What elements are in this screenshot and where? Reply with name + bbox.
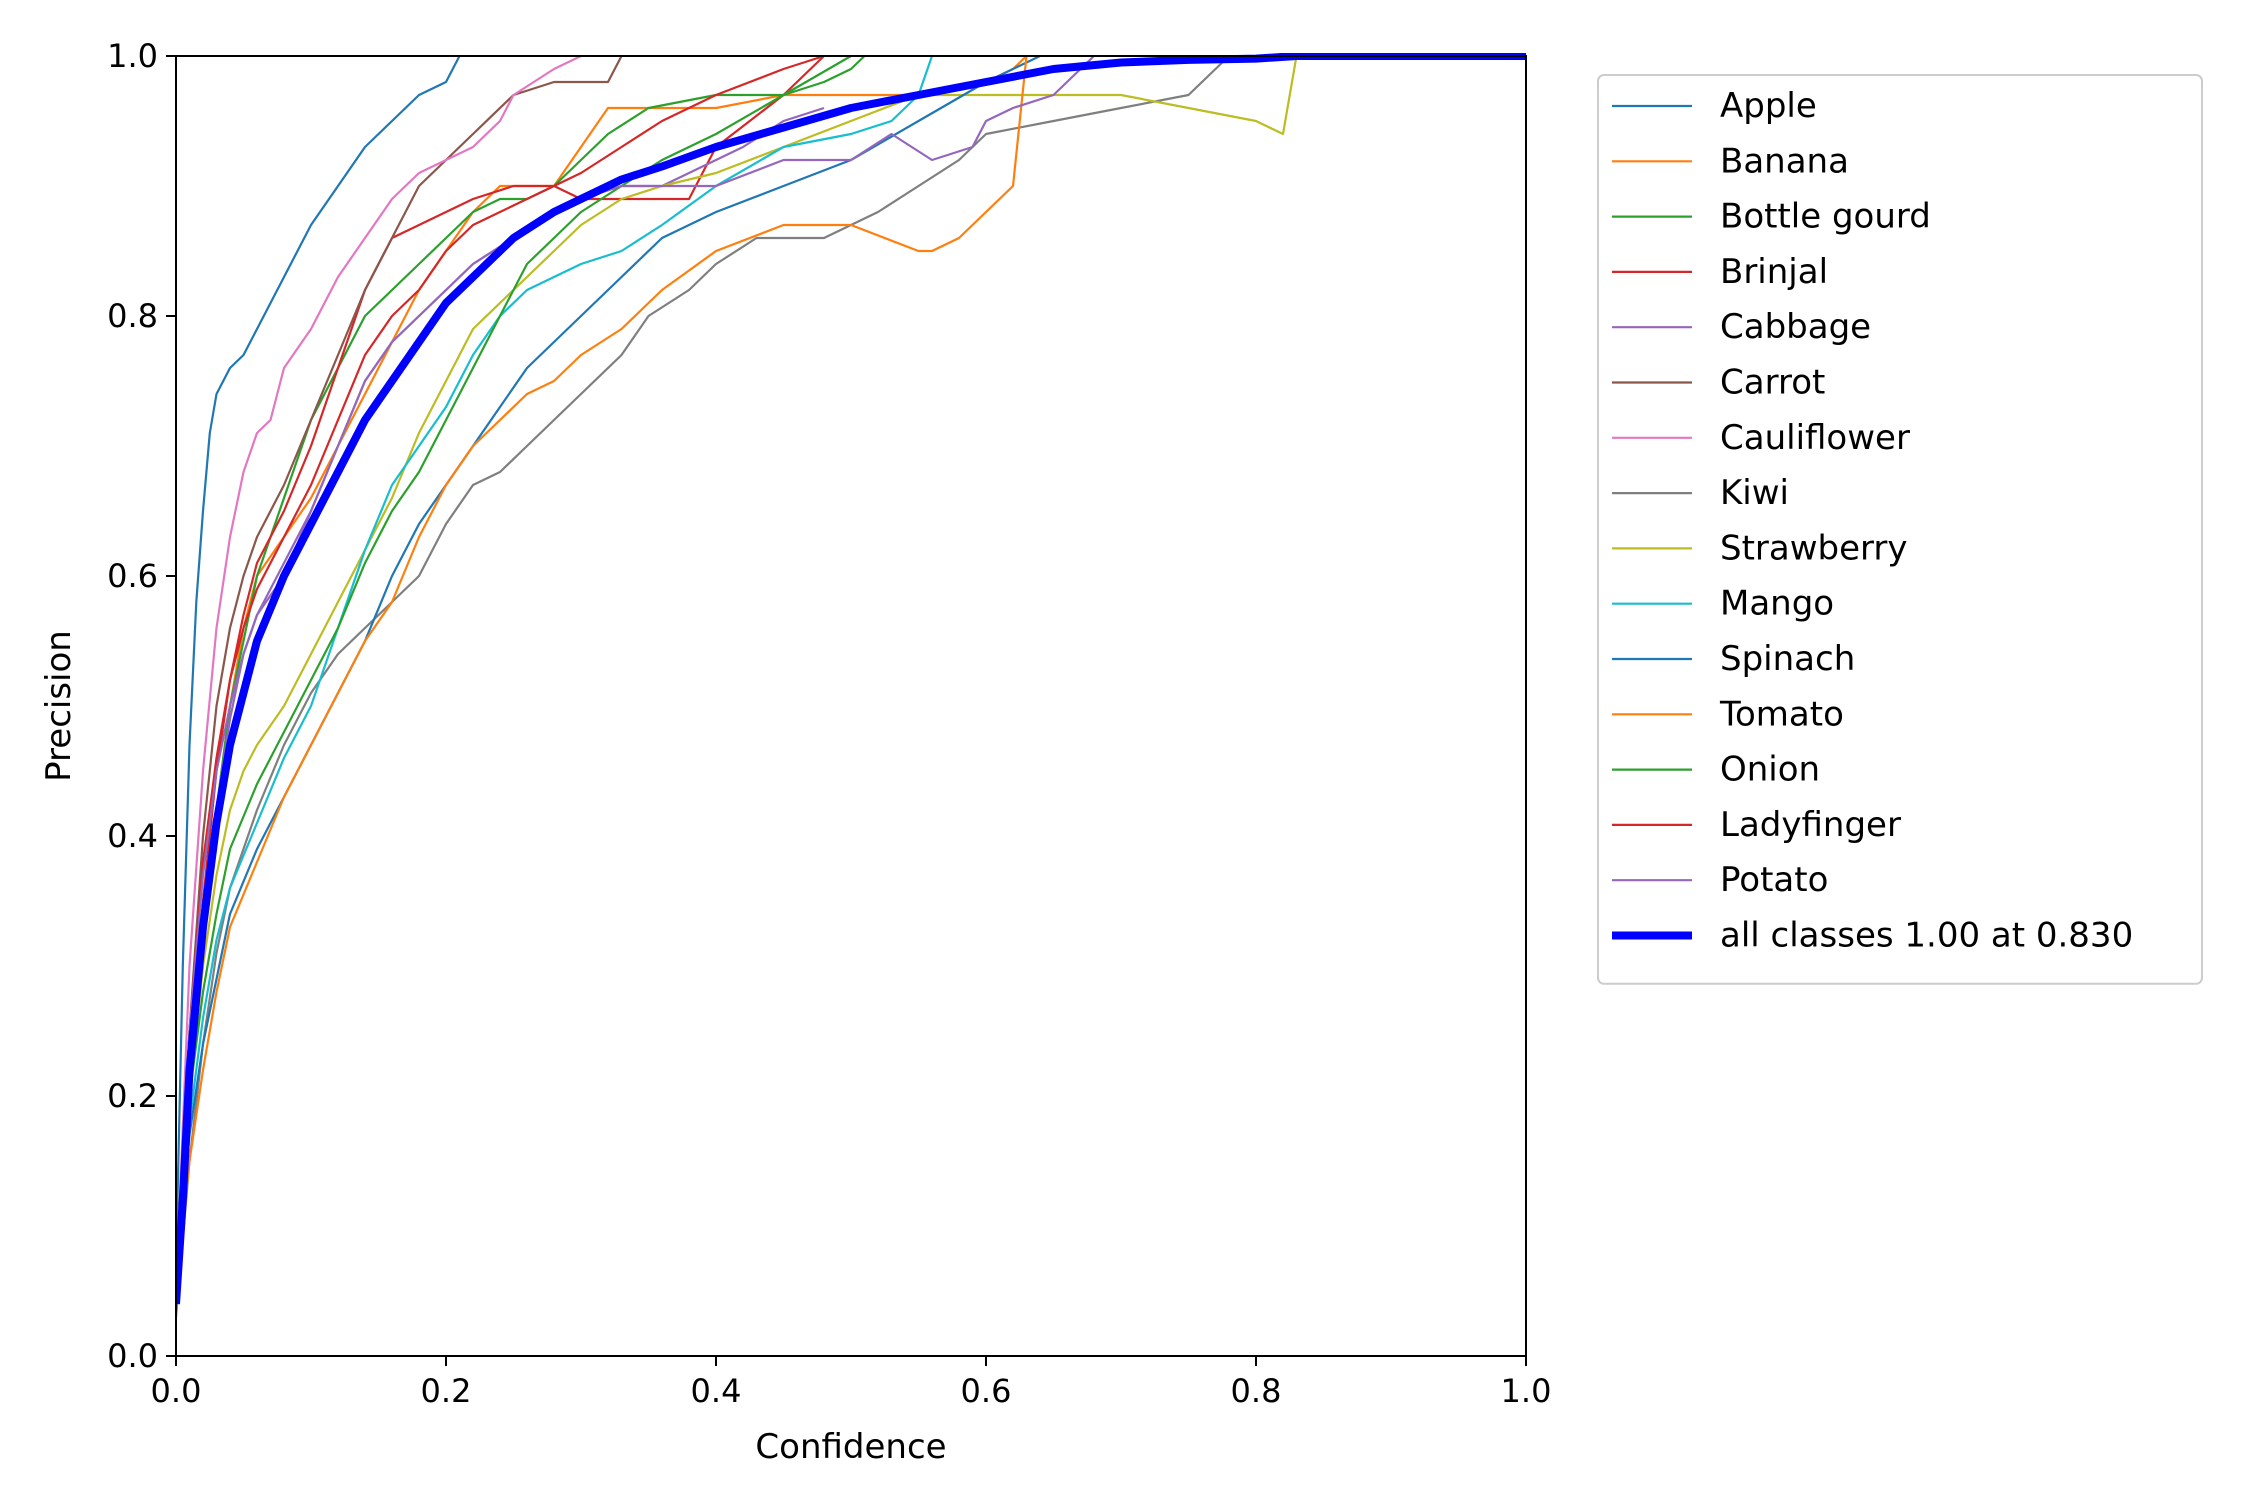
series-line-8 <box>176 55 1230 1318</box>
legend-label: Strawberry <box>1720 528 1908 568</box>
x-tick-label: 0.0 <box>151 1372 202 1410</box>
y-tick-label: 0.8 <box>107 297 158 335</box>
x-tick-label: 0.6 <box>961 1372 1012 1410</box>
y-tick-label: 0.0 <box>107 1337 158 1375</box>
series-layer <box>176 53 1526 1318</box>
series-line-16 <box>176 53 1526 1305</box>
y-tick-label: 0.2 <box>107 1077 158 1115</box>
y-tick-label: 0.4 <box>107 817 158 855</box>
y-tick-label: 0.6 <box>107 557 158 595</box>
series-line-14 <box>176 54 825 1292</box>
legend-label: Tomato <box>1719 694 1844 734</box>
legend-label: Cauliflower <box>1720 418 1910 458</box>
x-tick-label: 0.2 <box>421 1372 472 1410</box>
series-line-7 <box>176 55 582 1292</box>
legend-label: Apple <box>1720 86 1817 126</box>
axes-frame <box>175 55 1527 1357</box>
x-axis-label: Confidence <box>755 1427 946 1467</box>
x-tick-label: 0.4 <box>691 1372 742 1410</box>
legend: Apple Banana Bottle gourd Brinjal Cabbage Car… <box>1597 74 2203 985</box>
legend-label: Carrot <box>1720 363 1825 403</box>
series-line-6 <box>176 55 623 1292</box>
ticks-layer: 0.0 0.2 0.4 0.6 0.8 1.0 0.0 0.2 0.4 0.6 0.8 1.0 <box>107 37 1551 1410</box>
legend-label: Brinjal <box>1720 252 1828 292</box>
legend-label: Ladyfinger <box>1720 805 1901 845</box>
legend-label: Onion <box>1720 750 1820 790</box>
series-line-5 <box>176 106 825 1292</box>
legend-label: Cabbage <box>1720 307 1871 347</box>
x-tick-label: 1.0 <box>1501 1372 1552 1410</box>
legend-label: Spinach <box>1720 639 1855 679</box>
legend-label: all classes 1.00 at 0.830 <box>1720 916 2133 956</box>
y-axis-label: Precision <box>39 630 79 782</box>
legend-label: Potato <box>1720 860 1828 900</box>
series-line-4 <box>176 55 825 1292</box>
legend-label: Kiwi <box>1720 473 1789 513</box>
y-tick-label: 1.0 <box>107 37 158 75</box>
legend-label: Banana <box>1720 141 1849 181</box>
series-line-10 <box>176 55 934 1292</box>
series-line-1 <box>176 55 461 1266</box>
legend-label: Bottle gourd <box>1720 197 1931 237</box>
series-line-11 <box>176 55 1041 1292</box>
series-line-9 <box>176 55 1298 1292</box>
series-line-12 <box>176 55 1028 1292</box>
x-tick-label: 0.8 <box>1231 1372 1282 1410</box>
legend-box <box>1597 74 2203 985</box>
legend-label: Mango <box>1720 584 1834 624</box>
series-line-15 <box>176 55 1095 1292</box>
series-line-3 <box>176 55 866 1292</box>
